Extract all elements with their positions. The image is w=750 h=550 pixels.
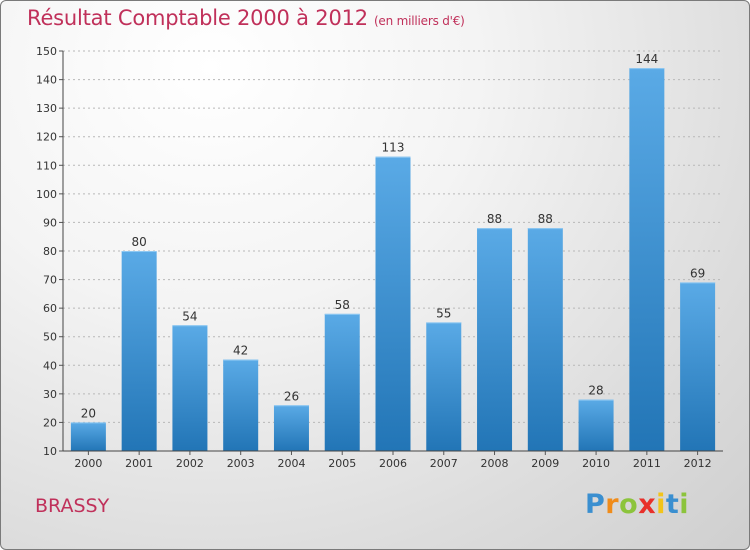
proxiti-logo[interactable]: Proxiti — [585, 489, 689, 520]
data-label-2008: 88 — [487, 212, 502, 226]
data-label-2011: 144 — [635, 52, 658, 66]
data-label-2005: 58 — [335, 298, 350, 312]
x-tick-label-2000: 2000 — [74, 457, 102, 470]
bar-2002 — [172, 325, 208, 451]
bar-2012 — [680, 282, 716, 451]
x-tick-label-2005: 2005 — [328, 457, 356, 470]
data-label-2012: 69 — [690, 266, 705, 280]
y-tick-label-40: 40 — [43, 359, 57, 372]
chart-unit: (en milliers d'€) — [373, 14, 465, 28]
x-tick-label-2003: 2003 — [227, 457, 255, 470]
data-label-2003: 42 — [233, 344, 248, 358]
x-tick-label-2009: 2009 — [531, 457, 559, 470]
y-tick-label-20: 20 — [43, 416, 57, 429]
bar-2005 — [324, 313, 360, 451]
logo-letter-6: i — [679, 489, 690, 520]
data-label-2000: 20 — [81, 406, 96, 420]
data-label-2001: 80 — [132, 235, 147, 249]
logo-letter-3: x — [638, 489, 657, 520]
y-tick-label-50: 50 — [43, 331, 57, 344]
y-tick-label-130: 130 — [36, 102, 57, 115]
bar-2011 — [629, 68, 665, 452]
bar-2006 — [375, 156, 411, 451]
x-tick-label-2010: 2010 — [582, 457, 610, 470]
x-tick-label-2011: 2011 — [633, 457, 661, 470]
bar-2007 — [426, 322, 462, 451]
bars — [70, 68, 716, 452]
data-label-2002: 54 — [182, 309, 197, 323]
data-label-2006: 113 — [382, 141, 405, 155]
bar-2010 — [578, 399, 614, 451]
chart-title-text: Résultat Comptable 2000 à 2012 — [27, 6, 368, 30]
labels: 10 20 30 40 50 60 70 80 90 100 110 120 130 140 150 20 20… — [36, 45, 712, 470]
y-tick-label-60: 60 — [43, 302, 57, 315]
logo-letter-2: o — [619, 489, 639, 520]
y-tick-label-120: 120 — [36, 131, 57, 144]
x-tick-label-2001: 2001 — [125, 457, 153, 470]
y-tick-label-140: 140 — [36, 74, 57, 87]
logo-letter-5: t — [665, 489, 680, 520]
logo-letter-0: P — [585, 489, 606, 520]
axes — [59, 50, 723, 455]
x-tick-label-2007: 2007 — [430, 457, 458, 470]
y-tick-label-10: 10 — [43, 445, 57, 458]
commune-name: BRASSY — [35, 495, 110, 517]
data-label-2010: 28 — [588, 384, 603, 398]
bar-2008 — [477, 228, 513, 451]
bar-2001 — [121, 251, 157, 451]
x-tick-label-2004: 2004 — [277, 457, 305, 470]
data-label-2009: 88 — [538, 212, 553, 226]
logo-letter-4: i — [656, 489, 666, 520]
chart-title: Résultat Comptable 2000 à 2012 (en millie… — [27, 6, 465, 30]
bar-2000 — [70, 422, 106, 451]
y-tick-label-110: 110 — [36, 159, 57, 172]
y-tick-label-90: 90 — [43, 216, 57, 229]
logo-letter-1: r — [605, 489, 620, 520]
data-label-2004: 26 — [284, 389, 299, 403]
data-label-2007: 55 — [436, 306, 451, 320]
bar-2009 — [527, 228, 563, 451]
x-tick-label-2012: 2012 — [684, 457, 712, 470]
y-tick-label-70: 70 — [43, 274, 57, 287]
bar-2003 — [223, 359, 259, 451]
y-tick-label-80: 80 — [43, 245, 57, 258]
x-tick-label-2002: 2002 — [176, 457, 204, 470]
bar-2004 — [273, 405, 309, 451]
x-tick-label-2006: 2006 — [379, 457, 407, 470]
y-tick-label-100: 100 — [36, 188, 57, 201]
y-tick-label-150: 150 — [36, 45, 57, 58]
y-tick-label-30: 30 — [43, 388, 57, 401]
x-tick-label-2008: 2008 — [481, 457, 509, 470]
